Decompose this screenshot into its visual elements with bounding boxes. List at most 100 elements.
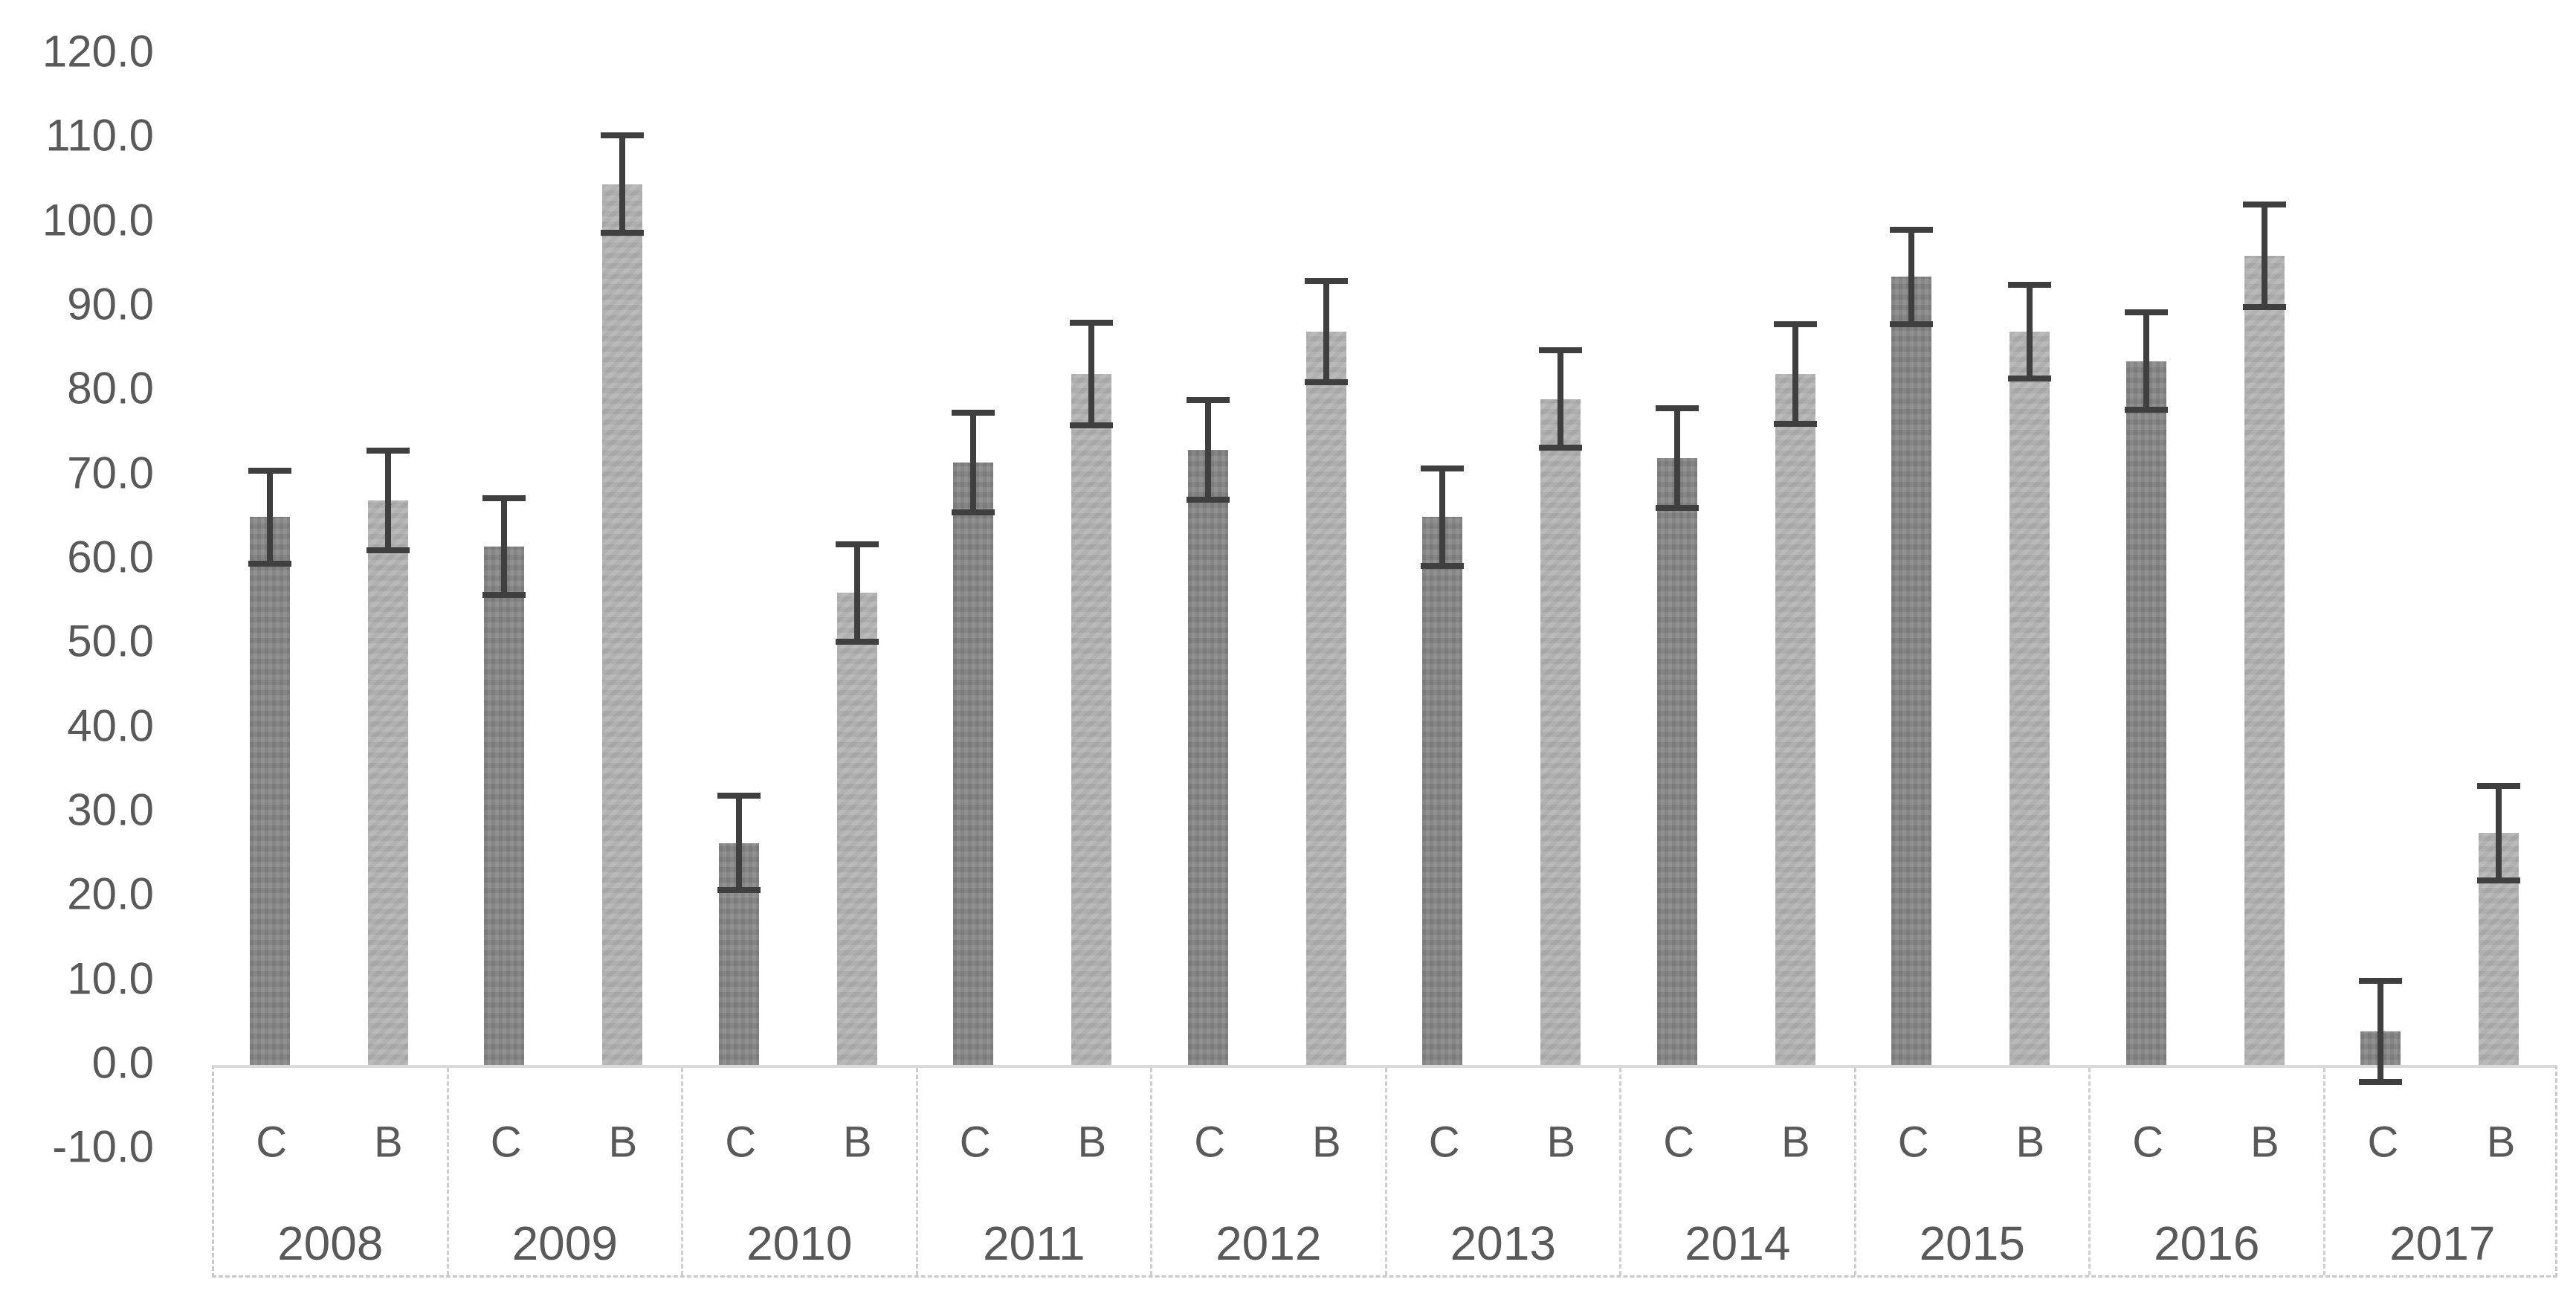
y-tick-label: 80.0	[67, 364, 154, 414]
error-bar-top-cap-C-2009	[482, 495, 526, 502]
error-bar-stem-C-2010	[735, 796, 742, 891]
error-bar-stem-B-2014	[1792, 323, 1798, 424]
series-label-c-2017: C	[2367, 1118, 2399, 1167]
error-bar-top-cap-B-2010	[835, 541, 879, 547]
error-bar-bottom-cap-C-2010	[717, 887, 761, 894]
series-label-b-2015: B	[2015, 1118, 2045, 1167]
error-bar-stem-B-2009	[619, 135, 626, 233]
error-bar-bottom-cap-C-2017	[2359, 1078, 2403, 1085]
y-tick-label: 90.0	[67, 279, 154, 329]
error-bar-top-cap-B-2014	[1773, 320, 1817, 327]
y-tick-label: 40.0	[67, 700, 154, 751]
y-tick-label: 20.0	[67, 869, 154, 920]
x-axis-year-cell-2013: C B 2013	[1387, 1068, 1621, 1275]
error-bar-bottom-cap-B-2012	[1304, 379, 1348, 386]
series-label-c-2010: C	[725, 1118, 757, 1167]
series-label-b-2010: B	[843, 1118, 872, 1167]
bar-C-2009	[484, 547, 525, 1065]
bar-B-2010	[836, 593, 877, 1065]
error-bar-bottom-cap-C-2016	[2124, 407, 2168, 413]
year-label: 2009	[511, 1217, 618, 1270]
x-axis-year-cell-2010: C B 2010	[683, 1068, 918, 1275]
year-label: 2017	[2389, 1217, 2496, 1270]
error-bar-stem-B-2012	[1323, 281, 1329, 382]
series-label-b-2008: B	[374, 1118, 403, 1167]
bar-B-2014	[1775, 373, 1815, 1065]
error-bar-top-cap-B-2017	[2477, 782, 2521, 789]
bar-B-2009	[602, 184, 643, 1065]
error-bar-bottom-cap-B-2017	[2477, 877, 2521, 883]
series-label-b-2014: B	[1781, 1118, 1810, 1167]
series-label-b-2017: B	[2486, 1118, 2516, 1167]
error-bar-bottom-cap-C-2011	[952, 509, 995, 515]
year-label: 2011	[982, 1217, 1085, 1270]
year-label: 2010	[746, 1217, 853, 1270]
error-bar-bottom-cap-C-2009	[482, 591, 526, 598]
bar-B-2016	[2244, 256, 2285, 1065]
error-bar-stem-C-2013	[1439, 468, 1446, 567]
series-label-c-2016: C	[2132, 1118, 2164, 1167]
error-bar-top-cap-C-2013	[1421, 465, 1465, 471]
error-bar-bottom-cap-C-2013	[1421, 563, 1465, 570]
x-axis-year-cell-2012: C B 2012	[1152, 1068, 1387, 1275]
bar-C-2012	[1187, 449, 1228, 1065]
y-tick-label: 70.0	[67, 448, 154, 498]
error-bar-stem-C-2017	[2378, 980, 2384, 1082]
error-bar-bottom-cap-C-2015	[1890, 320, 1934, 327]
error-bar-top-cap-C-2015	[1890, 226, 1934, 233]
error-bar-stem-B-2017	[2496, 785, 2502, 880]
series-label-c-2011: C	[959, 1118, 991, 1167]
error-bar-stem-C-2016	[2143, 312, 2149, 410]
error-bar-stem-C-2015	[1908, 229, 1915, 324]
x-axis-band: C B 2008 C B 2009 C B 2010 C B 2011 C B 2012 C B 2013 C B 20…	[212, 1065, 2557, 1278]
error-bar-top-cap-C-2011	[952, 409, 995, 416]
series-label-c-2012: C	[1194, 1118, 1226, 1167]
error-bar-stem-C-2009	[501, 498, 508, 595]
x-axis-year-cell-2015: C B 2015	[1856, 1068, 2091, 1275]
bar-C-2008	[249, 517, 290, 1065]
error-bar-bottom-cap-C-2008	[248, 560, 291, 567]
bar-C-2015	[1891, 277, 1932, 1065]
error-bar-stem-B-2010	[853, 544, 860, 642]
bar-B-2013	[1540, 399, 1581, 1065]
error-bar-top-cap-B-2011	[1070, 319, 1114, 326]
bar-C-2013	[1422, 517, 1463, 1065]
y-tick-label: 10.0	[67, 953, 154, 1004]
series-label-b-2011: B	[1077, 1118, 1107, 1167]
error-bar-top-cap-C-2016	[2124, 309, 2168, 315]
error-bar-stem-C-2008	[266, 471, 273, 564]
error-bar-stem-B-2016	[2261, 204, 2267, 308]
error-bar-stem-C-2011	[970, 412, 977, 512]
series-label-c-2014: C	[1663, 1118, 1695, 1167]
bar-B-2012	[1305, 332, 1346, 1065]
error-bar-bottom-cap-B-2016	[2242, 304, 2286, 311]
y-tick-label: 60.0	[67, 532, 154, 582]
error-bar-bottom-cap-B-2013	[1539, 445, 1583, 451]
error-bar-bottom-cap-C-2012	[1186, 496, 1230, 503]
series-label-b-2016: B	[2250, 1118, 2279, 1167]
error-bar-top-cap-B-2016	[2242, 201, 2286, 207]
x-axis-year-cell-2008: C B 2008	[214, 1068, 449, 1275]
bar-B-2015	[2010, 332, 2050, 1065]
series-label-c-2008: C	[256, 1118, 288, 1167]
bar-B-2008	[367, 500, 408, 1065]
error-bar-stem-C-2014	[1673, 408, 1680, 508]
series-label-b-2012: B	[1312, 1118, 1341, 1167]
x-axis-year-cell-2009: C B 2009	[449, 1068, 683, 1275]
series-label-c-2015: C	[1897, 1118, 1929, 1167]
error-bar-bottom-cap-B-2008	[366, 547, 410, 553]
error-bar-top-cap-C-2010	[717, 793, 761, 799]
y-tick-label: 50.0	[67, 616, 154, 667]
error-bar-bottom-cap-B-2011	[1070, 422, 1114, 428]
error-bar-stem-B-2015	[2027, 284, 2033, 379]
x-axis-year-cell-2017: C B 2017	[2325, 1068, 2560, 1275]
y-tick-label: 110.0	[45, 111, 154, 161]
bar-C-2014	[1656, 458, 1697, 1065]
error-bar-bottom-cap-B-2009	[601, 230, 645, 236]
error-bar-bottom-cap-B-2015	[2008, 376, 2052, 382]
error-bar-stem-B-2011	[1088, 322, 1095, 425]
y-tick-label: 120.0	[42, 26, 154, 77]
error-bar-top-cap-B-2009	[601, 132, 645, 138]
x-axis-year-cell-2014: C B 2014	[1621, 1068, 1856, 1275]
error-bar-bottom-cap-B-2014	[1773, 420, 1817, 427]
